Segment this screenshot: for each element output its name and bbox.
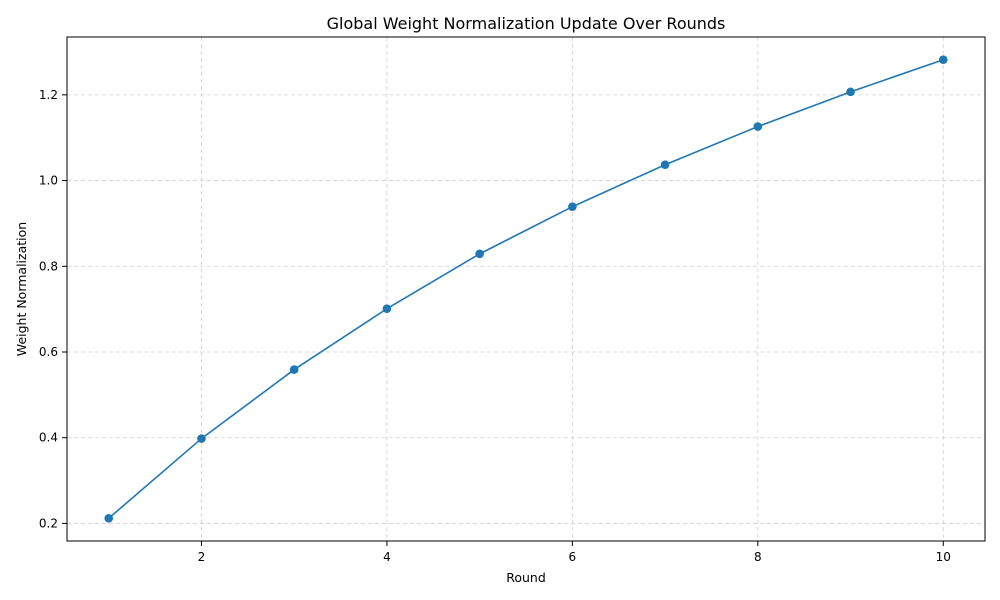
y-tick-label: 0.2 xyxy=(39,516,58,530)
x-tick-label: 8 xyxy=(754,550,762,564)
grid-lines xyxy=(67,37,985,541)
y-axis-label: Weight Normalization xyxy=(14,222,29,356)
data-point xyxy=(289,365,299,374)
data-point xyxy=(382,304,392,314)
data-point xyxy=(753,122,763,131)
axis-ticks: 2 4 6 8 10 0.2 0.4 0.6 0.8 1.0 1.2 xyxy=(39,88,951,564)
y-tick-label: 0.4 xyxy=(39,431,58,445)
x-tick-label: 10 xyxy=(936,550,951,564)
y-tick-label: 1.0 xyxy=(39,174,58,188)
data-point xyxy=(660,160,670,170)
chart-title: Global Weight Normalization Update Over … xyxy=(327,14,726,33)
data-point xyxy=(104,513,114,523)
data-point xyxy=(475,249,484,259)
x-tick-label: 6 xyxy=(569,550,577,564)
y-tick-label: 1.2 xyxy=(39,88,58,102)
data-point xyxy=(938,55,948,65)
data-series xyxy=(104,55,948,523)
x-tick-label: 2 xyxy=(198,550,206,564)
data-point xyxy=(568,202,577,212)
data-point xyxy=(846,87,855,97)
series-line xyxy=(108,58,944,519)
data-point xyxy=(197,434,206,443)
plot-area-frame xyxy=(66,36,986,542)
y-tick-label: 0.6 xyxy=(39,345,58,359)
y-tick-label: 0.8 xyxy=(39,259,58,273)
x-axis-label: Round xyxy=(506,570,546,585)
x-tick-label: 4 xyxy=(383,550,391,564)
